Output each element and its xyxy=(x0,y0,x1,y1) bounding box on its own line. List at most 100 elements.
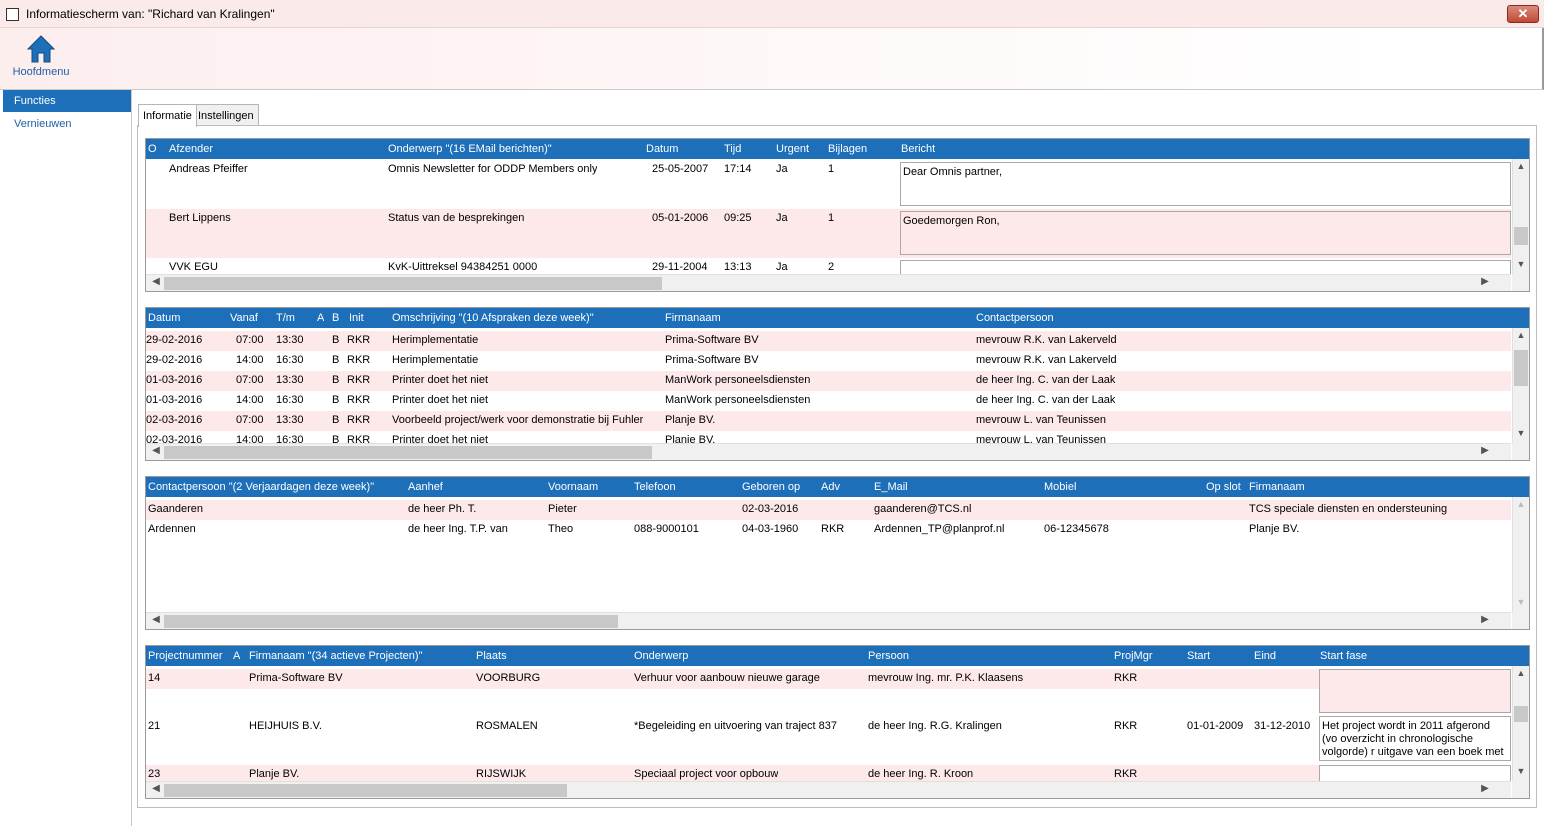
message-preview[interactable] xyxy=(900,260,1511,275)
col-header[interactable]: Plaats xyxy=(476,650,507,662)
table-row[interactable]: 14 Prima-Software BV VOORBURG Verhuur vo… xyxy=(146,669,1511,689)
scroll-right-icon[interactable]: ▶ xyxy=(1481,783,1489,794)
col-header[interactable]: T/m xyxy=(276,312,295,324)
table-row[interactable]: 23 Planje BV. RIJSWIJK Speciaal project … xyxy=(146,765,1511,782)
scroll-down-icon[interactable]: ▼ xyxy=(1516,766,1526,776)
scroll-left-icon[interactable]: ◀ xyxy=(152,445,160,456)
scroll-down-icon[interactable]: ▼ xyxy=(1516,259,1526,269)
scroll-up-icon[interactable]: ▲ xyxy=(1516,330,1526,340)
col-header[interactable]: A xyxy=(233,650,241,662)
scroll-thumb[interactable] xyxy=(164,446,652,459)
message-preview[interactable]: Goedemorgen Ron, xyxy=(900,211,1511,255)
cell-b: B xyxy=(332,334,340,346)
col-header[interactable]: Afzender xyxy=(169,143,214,155)
col-header[interactable]: Projectnummer xyxy=(148,650,223,662)
table-row[interactable]: Andreas Pfeiffer Omnis Newsletter for OD… xyxy=(146,160,1511,209)
scroll-thumb[interactable] xyxy=(164,784,567,797)
vertical-scrollbar[interactable]: ▲ ▼ xyxy=(1512,497,1529,613)
col-header[interactable]: Mobiel xyxy=(1044,481,1077,493)
col-header[interactable]: Voornaam xyxy=(548,481,599,493)
horizontal-scrollbar[interactable]: ◀ ▶ xyxy=(146,781,1511,798)
scroll-left-icon[interactable]: ◀ xyxy=(152,614,160,625)
table-row[interactable]: 29-02-2016 14:00 16:30 B RKR Herimplemen… xyxy=(146,351,1511,371)
table-row[interactable]: 21 HEIJHUIS B.V. ROSMALEN *Begeleiding e… xyxy=(146,717,1511,737)
col-header[interactable]: Geboren op xyxy=(742,481,801,493)
scroll-thumb[interactable] xyxy=(1514,227,1528,245)
scroll-up-icon[interactable]: ▲ xyxy=(1516,668,1526,678)
vertical-scrollbar[interactable]: ▲ ▼ xyxy=(1512,328,1529,444)
sidebar-item-functies[interactable]: Functies xyxy=(3,90,131,112)
col-header[interactable]: Aanhef xyxy=(408,481,443,493)
table-row[interactable]: 02-03-2016 07:00 13:30 B RKR Voorbeeld p… xyxy=(146,411,1511,431)
col-header[interactable]: Bijlagen xyxy=(828,143,868,155)
col-header[interactable]: Datum xyxy=(148,312,181,324)
scroll-thumb[interactable] xyxy=(1514,706,1528,722)
col-header[interactable]: Firmanaam xyxy=(1249,481,1305,493)
col-header[interactable]: B xyxy=(332,312,340,324)
col-header[interactable]: A xyxy=(317,312,325,324)
col-header[interactable]: Adv xyxy=(821,481,840,493)
col-header[interactable]: Init xyxy=(349,312,364,324)
phase-box[interactable]: Het project wordt in 2011 afgerond (vo o… xyxy=(1319,716,1511,761)
col-header[interactable]: Firmanaam xyxy=(665,312,721,324)
horizontal-scrollbar[interactable]: ◀ ▶ xyxy=(146,443,1511,460)
projects-grid-header: Projectnummer A Firmanaam "(34 actieve P… xyxy=(146,646,1529,666)
scroll-down-icon[interactable]: ▼ xyxy=(1516,597,1526,607)
appointments-grid: Datum Vanaf T/m A B Init Omschrijving "(… xyxy=(145,307,1530,461)
tab-instellingen[interactable]: Instellingen xyxy=(193,104,259,126)
vertical-scrollbar[interactable]: ▲ ▼ xyxy=(1512,666,1529,782)
scroll-right-icon[interactable]: ▶ xyxy=(1481,445,1489,456)
col-header[interactable]: Contactpersoon "(2 Verjaardagen deze wee… xyxy=(148,481,375,493)
scroll-up-icon[interactable]: ▲ xyxy=(1516,161,1526,171)
col-header[interactable]: Onderwerp xyxy=(634,650,689,662)
tab-informatie[interactable]: Informatie xyxy=(138,104,197,127)
home-button[interactable]: Hoofdmenu xyxy=(12,34,70,78)
col-header[interactable]: E_Mail xyxy=(874,481,908,493)
col-header[interactable]: Omschrijving "(10 Afspraken deze week)" xyxy=(392,312,594,324)
col-header[interactable]: Eind xyxy=(1254,650,1277,662)
cell-from: 07:00 xyxy=(236,414,264,426)
col-header[interactable]: Urgent xyxy=(776,143,810,155)
message-preview[interactable]: Dear Omnis partner, xyxy=(900,162,1511,206)
table-row[interactable]: VVK EGU KvK-Uittreksel 94384251 0000 29-… xyxy=(146,258,1511,275)
scroll-up-icon[interactable]: ▲ xyxy=(1516,499,1526,509)
col-header[interactable]: O xyxy=(148,143,157,155)
col-header[interactable]: Vanaf xyxy=(230,312,258,324)
scroll-left-icon[interactable]: ◀ xyxy=(152,276,160,287)
col-header[interactable]: Tijd xyxy=(724,143,742,155)
col-header[interactable]: Persoon xyxy=(868,650,909,662)
col-header[interactable]: Bericht xyxy=(901,143,936,155)
horizontal-scrollbar[interactable]: ◀ ▶ xyxy=(146,274,1511,291)
scroll-down-icon[interactable]: ▼ xyxy=(1516,428,1526,438)
col-header[interactable]: Contactpersoon xyxy=(976,312,1054,324)
scroll-left-icon[interactable]: ◀ xyxy=(152,783,160,794)
table-row[interactable]: 01-03-2016 14:00 16:30 B RKR Printer doe… xyxy=(146,391,1511,411)
vertical-scrollbar[interactable]: ▲ ▼ xyxy=(1512,159,1529,275)
table-row[interactable]: 02-03-2016 14:00 16:30 B RKR Printer doe… xyxy=(146,431,1511,444)
col-header[interactable]: Telefoon xyxy=(634,481,676,493)
scroll-right-icon[interactable]: ▶ xyxy=(1481,614,1489,625)
col-header[interactable]: Onderwerp "(16 EMail berichten)" xyxy=(388,143,552,155)
cell-firstname: Theo xyxy=(548,523,574,535)
cell-contact: mevrouw R.K. van Lakerveld xyxy=(976,354,1117,366)
scroll-right-icon[interactable]: ▶ xyxy=(1481,276,1489,287)
scroll-thumb[interactable] xyxy=(1514,350,1528,386)
table-row[interactable]: Bert Lippens Status van de besprekingen … xyxy=(146,209,1511,258)
table-row[interactable]: 29-02-2016 07:00 13:30 B RKR Herimplemen… xyxy=(146,331,1511,351)
col-header[interactable]: Start fase xyxy=(1320,650,1368,662)
scroll-thumb[interactable] xyxy=(164,615,618,628)
scroll-thumb[interactable] xyxy=(164,277,662,290)
col-header[interactable]: Start xyxy=(1187,650,1211,662)
table-row[interactable]: 01-03-2016 07:00 13:30 B RKR Printer doe… xyxy=(146,371,1511,391)
phase-box[interactable] xyxy=(1319,669,1511,713)
table-row[interactable]: Ardennen de heer Ing. T.P. van Theo 088-… xyxy=(146,520,1511,540)
col-header[interactable]: ProjMgr xyxy=(1114,650,1153,662)
horizontal-scrollbar[interactable]: ◀ ▶ xyxy=(146,612,1511,629)
col-header[interactable]: Firmanaam "(34 actieve Projecten)" xyxy=(249,650,423,662)
cell-phone: 088-9000101 xyxy=(634,523,699,535)
sidebar-item-vernieuwen[interactable]: Vernieuwen xyxy=(14,118,72,130)
col-header[interactable]: Datum xyxy=(646,143,679,155)
table-row[interactable]: Gaanderen de heer Ph. T. Pieter 02-03-20… xyxy=(146,500,1511,520)
close-button[interactable]: ✕ xyxy=(1507,5,1539,23)
col-header[interactable]: Op slot xyxy=(1206,481,1241,493)
